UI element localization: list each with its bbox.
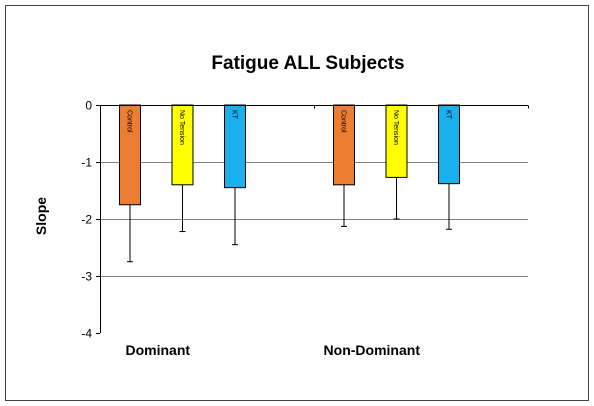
bar-label: No Tension [178, 110, 185, 145]
y-tick-label: -1 [81, 156, 92, 170]
y-axis-label: Slope [33, 197, 49, 235]
y-tick-label: -4 [81, 327, 92, 341]
x-category-label: Non-Dominant [324, 342, 421, 358]
bar-label: No Tension [392, 110, 399, 145]
chart-title: Fatigue ALL Subjects [211, 53, 404, 74]
bar-label: Control [340, 110, 347, 133]
bar-label: Control [126, 110, 133, 133]
chart-frame [5, 5, 589, 401]
x-category-label: Dominant [125, 342, 190, 358]
y-tick-label: -3 [81, 270, 92, 284]
bar-label: KT [231, 110, 238, 120]
y-tick-label: -2 [81, 213, 92, 227]
bar-label: KT [445, 110, 452, 120]
y-tick-label: 0 [85, 99, 92, 113]
